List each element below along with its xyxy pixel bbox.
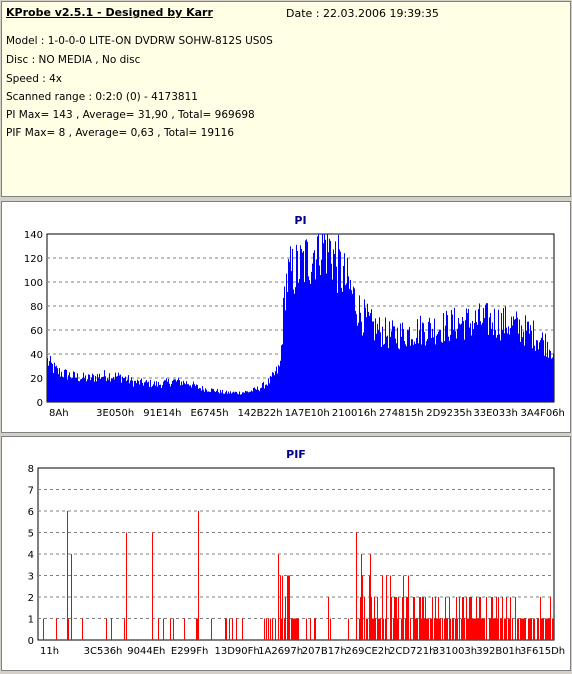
info-panel: KProbe v2.5.1 - Designed by Karr Date : … (1, 1, 571, 197)
info-speed: Speed : 4x (6, 73, 63, 85)
x-tick-label: 2CD721h (389, 646, 435, 657)
info-pif-summary: PIF Max= 8 , Average= 0,63 , Total= 1911… (6, 127, 235, 139)
x-tick-label: 13D90Fh (215, 646, 260, 657)
x-tick-label: E299Fh (171, 646, 209, 657)
y-tick-label: 8 (28, 464, 34, 475)
x-tick-label: 9044Eh (127, 646, 165, 657)
pi-series (47, 234, 554, 402)
pif-series (43, 511, 554, 640)
x-tick-label: 2D9235h (426, 408, 472, 419)
y-tick-label: 60 (30, 326, 43, 337)
x-tick-label: 1A2697h (258, 646, 303, 657)
pi-chart-panel: PI 0 20 40 60 80 100 120 140 8Ah 3E050h 91E14h E6745… (1, 201, 571, 433)
y-tick-label: 2 (28, 593, 34, 604)
x-tick-label: 210016h (332, 408, 377, 419)
chart-title: PI (294, 214, 306, 227)
x-tick-label: 142B22h (238, 408, 283, 419)
x-tick-label: 274815h (379, 408, 424, 419)
x-tick-label: 1A7E10h (285, 408, 330, 419)
x-tick-label: 331003h (433, 646, 478, 657)
x-tick-label: 11h (40, 646, 59, 657)
y-tick-label: 6 (28, 507, 34, 518)
pif-chart-panel: PIF 0 1 2 3 4 5 6 7 8 11h 3C536h 9044Eh E299Fh 13D90Fh… (1, 436, 571, 671)
x-tick-label: 3F615Dh (520, 646, 565, 657)
y-tick-label: 0 (28, 636, 34, 647)
x-tick-label: 3C536h (84, 646, 123, 657)
pif-chart: PIF 0 1 2 3 4 5 6 7 8 11h 3C536h 9044Eh E299Fh 13D90Fh… (28, 448, 566, 657)
x-tick-label: 33E033h (473, 408, 517, 419)
x-tick-label: E6745h (190, 408, 228, 419)
y-tick-label: 1 (28, 615, 34, 626)
info-pi-summary: PI Max= 143 , Average= 31,90 , Total= 96… (6, 109, 255, 121)
x-tick-label: 269CE2h (345, 646, 390, 657)
y-tick-label: 40 (30, 350, 43, 361)
y-tick-label: 20 (30, 374, 43, 385)
x-tick-label: 91E14h (143, 408, 181, 419)
x-tick-label: 8Ah (49, 408, 69, 419)
y-tick-label: 4 (28, 550, 34, 561)
y-tick-label: 5 (28, 529, 34, 540)
x-tick-label: 3E050h (96, 408, 134, 419)
y-tick-label: 0 (37, 398, 43, 409)
x-tick-label: 392B01h (476, 646, 521, 657)
info-disc: Disc : NO MEDIA , No disc (6, 54, 141, 66)
chart-title: PIF (286, 448, 306, 461)
y-tick-label: 120 (24, 254, 43, 265)
y-tick-label: 80 (30, 302, 43, 313)
scan-date: Date : 22.03.2006 19:39:35 (286, 7, 439, 20)
y-tick-label: 100 (24, 278, 43, 289)
x-tick-label: 207B17h (302, 646, 347, 657)
info-model: Model : 1-0-0-0 LITE-ON DVDRW SOHW-812S … (6, 35, 273, 47)
y-tick-label: 140 (24, 230, 43, 241)
pi-chart: PI 0 20 40 60 80 100 120 140 8Ah 3E050h 91E14h E6745… (24, 214, 565, 419)
y-tick-label: 3 (28, 572, 34, 583)
y-tick-label: 7 (28, 486, 34, 497)
x-tick-label: 3A4F06h (521, 408, 565, 419)
info-scanned-range: Scanned range : 0:2:0 (0) - 4173811 (6, 91, 198, 103)
app-title: KProbe v2.5.1 - Designed by Karr (6, 6, 213, 19)
